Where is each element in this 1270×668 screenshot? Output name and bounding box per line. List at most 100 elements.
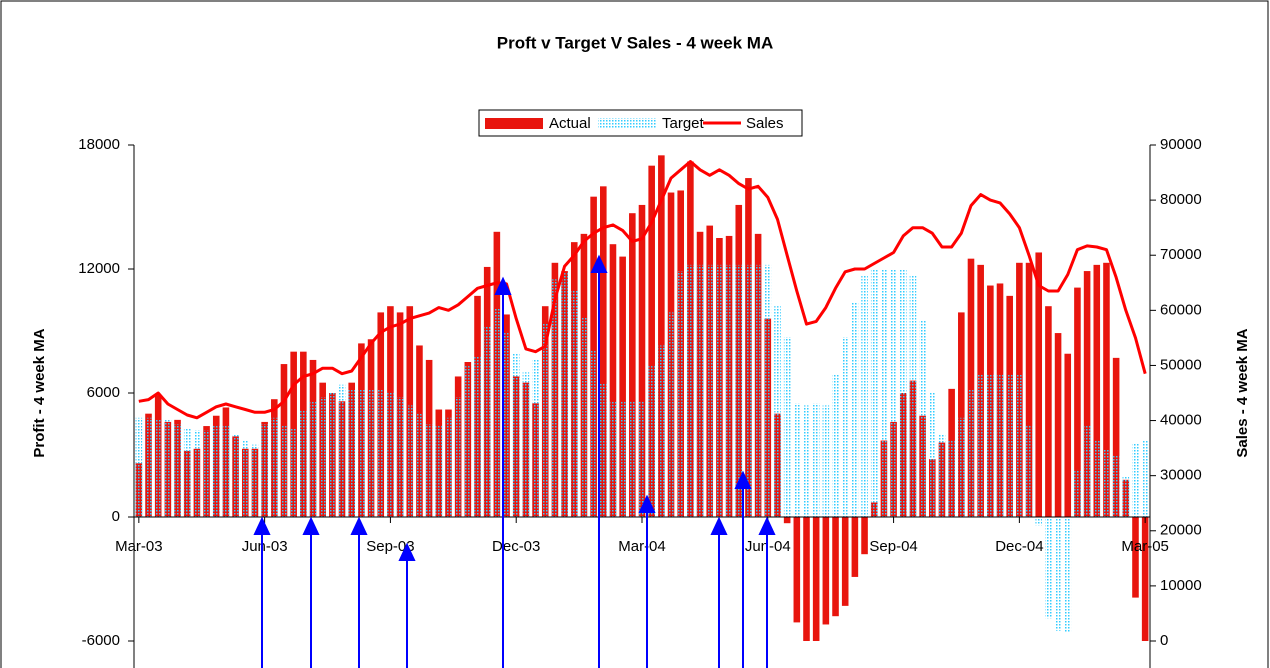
target-bar [619,401,626,517]
target-bar [551,279,559,517]
actual-bar [638,204,646,517]
target-bar [512,353,520,517]
x-tick-label: Sep-03 [366,538,414,555]
legend-label: Target [662,115,705,132]
target-bar [406,405,414,517]
actual-bar [619,256,626,517]
y2-tick-label: 40000 [1160,412,1202,429]
target-bar [164,419,172,517]
target-bar [880,269,888,517]
y-tick-label: 0 [112,508,120,525]
actual-bar [1132,517,1139,598]
actual-bar [851,517,859,577]
legend-swatch [485,118,543,129]
target-bar [754,264,762,517]
annotation-arrows [253,254,776,668]
target-bar [958,417,965,517]
target-bar [474,355,481,517]
target-bar [251,444,259,517]
target-bar [483,326,491,517]
target-bar [1103,448,1110,517]
target-bar [909,275,917,517]
target-bar [532,359,539,517]
target-bar [232,434,239,517]
y2-tick-label: 60000 [1160,301,1202,318]
legend-label: Actual [549,115,591,132]
x-tick-label: Dec-03 [492,538,540,555]
target-bar [667,312,675,517]
actual-bar [648,165,655,517]
target-bar [1045,517,1052,619]
target-bar [367,388,375,517]
y-tick-label: 12000 [78,260,120,277]
target-bar [522,372,530,517]
x-tick-label: Mar-03 [115,538,163,555]
actual-bar [1054,333,1062,517]
target-bar [445,417,452,517]
actual-bar [861,517,868,555]
target-bar [638,401,646,517]
target-bar [1074,469,1081,517]
target-bar [590,349,597,517]
target-bar [735,264,743,517]
target-bar [996,374,1004,517]
y2-tick-label: 90000 [1160,136,1202,153]
y-tick-label: -6000 [82,632,120,649]
actual-bar [793,517,801,623]
actual-bar [1141,517,1149,641]
actual-bar [832,517,839,617]
sales-line [138,160,1147,420]
target-bar [783,337,791,517]
target-bar [261,424,268,517]
target-bar [464,366,472,517]
target-bar [145,417,152,517]
target-bar [300,409,307,517]
target-bar [629,401,636,517]
target-bar [987,374,994,517]
target-bar [812,403,820,517]
target-bar [348,388,356,517]
target-bar [290,428,297,517]
target-bar [241,440,249,517]
target-bar [358,388,365,517]
actual-bar [658,155,665,518]
y2-tick-label: 20000 [1160,522,1202,539]
y2-tick-label: 80000 [1160,191,1202,208]
actual-bar [967,258,975,517]
target-bar [687,264,694,517]
actual-bar [783,517,791,524]
actual-bar [958,312,965,517]
target-bar [222,426,230,517]
target-bar [725,264,733,517]
target-bar [1112,455,1120,517]
target-bar [1132,442,1139,517]
target-bar [1093,440,1101,517]
target-bar [822,405,830,517]
target-bar [271,417,278,517]
target-bar [1054,517,1062,631]
target-bar [928,393,936,517]
y2-tick-label: 30000 [1160,467,1202,484]
actual-bar [1083,271,1091,517]
target-bar [503,333,510,517]
target-bar [774,306,781,517]
target-bar [803,405,810,517]
target-bar [658,345,665,517]
actual-bar [1035,252,1043,517]
target-bar [416,413,423,517]
target-bar [764,264,772,517]
actual-bar [822,517,830,625]
chart-title: Proft v Target V Sales - 4 week MA [497,33,774,52]
x-tick-label: Mar-04 [618,538,666,555]
target-bar [1006,374,1013,517]
target-bar [706,264,714,517]
y2-axis-title: Sales - 4 week MA [1234,328,1251,457]
target-bar [609,401,617,517]
target-bar [174,424,181,517]
target-bar [716,264,723,517]
legend-label: Sales [746,115,784,132]
target-bar [938,434,946,517]
actual-bar [1112,357,1120,517]
target-bar [870,269,878,517]
